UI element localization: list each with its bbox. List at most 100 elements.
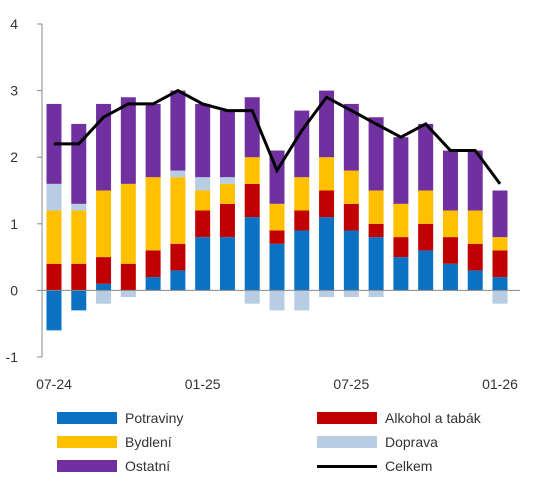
- bar-ostatn-: [467, 150, 483, 211]
- bar-alkohol-a-tab-k: [195, 210, 211, 238]
- bar-potraviny: [244, 217, 260, 291]
- bar-ostatn-: [319, 90, 335, 158]
- legend-item-potraviny: Potraviny: [57, 407, 183, 429]
- bar-bydlen-: [393, 203, 409, 238]
- bar-bydlen-: [492, 237, 508, 251]
- legend-label-ostatni: Ostatní: [125, 458, 171, 474]
- bar-alkohol-a-tab-k: [244, 183, 260, 218]
- bar-ostatn-: [418, 123, 434, 191]
- bar-bydlen-: [467, 210, 483, 244]
- bar-doprava: [219, 177, 235, 184]
- y-tick-label: 2: [10, 149, 18, 165]
- bar-alkohol-a-tab-k: [170, 243, 186, 271]
- line-celkem: [54, 88, 502, 185]
- bar-ostatn-: [294, 110, 310, 178]
- bar-doprava: [46, 183, 62, 211]
- bar-doprava: [294, 290, 310, 311]
- bar-alkohol-a-tab-k: [219, 203, 235, 238]
- bar-bydlen-: [195, 190, 211, 211]
- bar-bydlen-: [294, 177, 310, 211]
- y-tick-label: 4: [10, 16, 18, 32]
- bar-bydlen-: [170, 177, 186, 244]
- bar-ostatn-: [120, 97, 136, 184]
- bar-bydlen-: [96, 190, 112, 258]
- bar-potraviny: [467, 270, 483, 291]
- legend-label-celkem: Celkem: [385, 458, 433, 474]
- legend-label-alkohol: Alkohol a tabák: [385, 410, 481, 426]
- bar-doprava: [368, 290, 384, 298]
- bar-bydlen-: [343, 170, 359, 204]
- bar-potraviny: [294, 230, 310, 291]
- bar-ostatn-: [442, 150, 458, 211]
- bar-doprava: [170, 170, 186, 178]
- bar-alkohol-a-tab-k: [120, 263, 136, 291]
- bar-alkohol-a-tab-k: [46, 263, 62, 291]
- bar-potraviny: [170, 270, 186, 291]
- bar-ostatn-: [71, 123, 87, 204]
- bar-ostatn-: [343, 103, 359, 171]
- bar-alkohol-a-tab-k: [294, 210, 310, 231]
- bar-potraviny: [368, 237, 384, 291]
- bar-bydlen-: [71, 210, 87, 264]
- bar-alkohol-a-tab-k: [343, 203, 359, 231]
- legend-item-bydleni: Bydlení: [57, 431, 172, 453]
- bar-ostatn-: [195, 103, 211, 178]
- bar-bydlen-: [46, 210, 62, 264]
- bar-potraviny: [418, 250, 434, 291]
- x-tick-label: 07-25: [333, 376, 369, 392]
- bar-bydlen-: [145, 177, 161, 251]
- bar-doprava: [269, 290, 285, 311]
- bar-bydlen-: [442, 210, 458, 238]
- bar-ostatn-: [219, 110, 235, 178]
- bar-ostatn-: [393, 137, 409, 204]
- legend-label-bydleni: Bydlení: [125, 434, 172, 450]
- chart-plot: -1 0 1 2 3 4 07-24 01-25 07-25 01-26: [6, 16, 520, 392]
- bar-bydlen-: [418, 190, 434, 224]
- legend-item-ostatni: Ostatní: [57, 455, 170, 477]
- bar-alkohol-a-tab-k: [467, 243, 483, 271]
- bar-ostatn-: [244, 97, 260, 158]
- legend-swatch-potraviny: [57, 412, 117, 424]
- bar-alkohol-a-tab-k: [368, 223, 384, 238]
- bar-doprava: [343, 290, 359, 298]
- legend-swatch-alkohol: [317, 412, 377, 424]
- bar-ostatn-: [170, 90, 186, 171]
- bar-bydlen-: [368, 190, 384, 224]
- bar-bydlen-: [219, 183, 235, 204]
- legend-swatch-celkem: [317, 464, 377, 468]
- bar-potraviny: [219, 237, 235, 291]
- x-tick-label: 07-24: [36, 376, 72, 392]
- bar-bydlen-: [244, 157, 260, 184]
- legend-item-celkem: Celkem: [317, 455, 432, 477]
- bar-alkohol-a-tab-k: [96, 257, 112, 284]
- bar-potraviny: [393, 257, 409, 291]
- legend-item-doprava: Doprava: [317, 431, 438, 453]
- bar-doprava: [319, 290, 335, 298]
- legend-label-doprava: Doprava: [385, 434, 438, 450]
- bar-potraviny: [71, 290, 87, 311]
- bar-potraviny: [269, 243, 285, 291]
- bar-potraviny: [145, 277, 161, 291]
- bar-potraviny: [319, 217, 335, 291]
- bar-potraviny: [195, 237, 211, 291]
- bar-doprava: [195, 177, 211, 191]
- bar-alkohol-a-tab-k: [319, 190, 335, 218]
- legend-swatch-doprava: [317, 436, 377, 448]
- legend: Potraviny Bydlení Ostatní Alkohol a tabá…: [0, 402, 542, 486]
- bar-potraviny: [492, 277, 508, 291]
- bar-bydlen-: [269, 203, 285, 231]
- bar-doprava: [96, 290, 112, 304]
- x-tick-label: 01-26: [482, 376, 518, 392]
- bar-alkohol-a-tab-k: [442, 237, 458, 264]
- bar-potraviny: [46, 290, 62, 331]
- bar-doprava: [492, 290, 508, 304]
- bar-bydlen-: [120, 183, 136, 264]
- y-tick-label: 1: [10, 216, 18, 232]
- bar-alkohol-a-tab-k: [393, 237, 409, 258]
- bar-ostatn-: [368, 117, 384, 191]
- bar-alkohol-a-tab-k: [418, 223, 434, 251]
- legend-swatch-ostatni: [57, 460, 117, 472]
- bar-bydlen-: [319, 157, 335, 191]
- x-tick-label: 01-25: [185, 376, 221, 392]
